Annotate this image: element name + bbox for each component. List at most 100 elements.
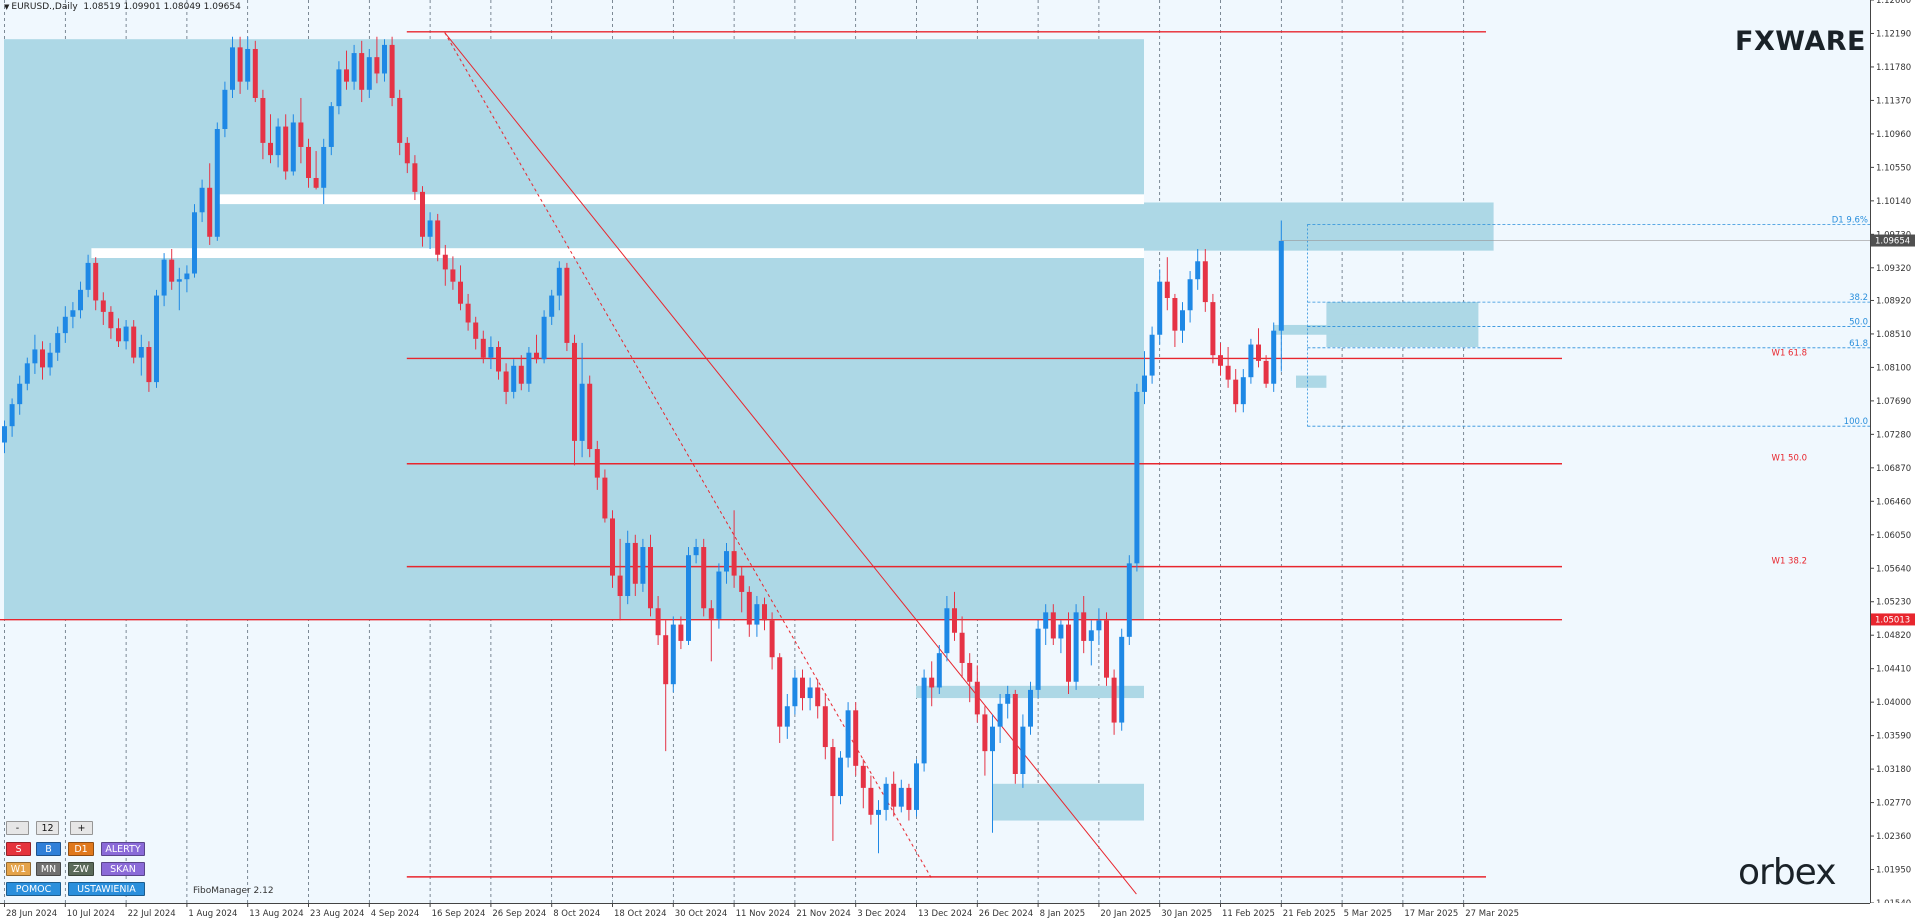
candle-body [769, 620, 775, 658]
candle-body [458, 281, 463, 304]
fib-label: D1 9.6% [1832, 216, 1868, 226]
candle [78, 281, 83, 319]
time-axis: 28 Jun 2024 10 Jul 2024 22 Jul 2024 1 Aug 2… [0, 903, 1915, 921]
zone-rect [1273, 324, 1365, 335]
candle-body [397, 97, 403, 143]
candle [602, 469, 608, 523]
candle-body [450, 269, 456, 282]
candle-body [382, 44, 387, 74]
time-tick-label: 28 Jun 2024 [6, 909, 57, 919]
candle-body [1278, 240, 1284, 331]
time-tick-label: 22 Jul 2024 [128, 909, 176, 919]
increase-button[interactable]: + [70, 821, 93, 835]
candle [959, 616, 965, 678]
candle-body [207, 187, 213, 237]
collapse-triangle-icon[interactable]: ▼ [4, 3, 10, 11]
pomoc-button[interactable]: POMOC [6, 882, 61, 896]
candle-body [199, 187, 205, 213]
candle [1043, 604, 1049, 645]
candle [169, 249, 175, 290]
candle-body [800, 677, 805, 699]
candle [374, 36, 380, 84]
candle-body [17, 383, 23, 405]
candle-body [807, 687, 813, 699]
candle-body [374, 57, 380, 74]
candle-body [313, 177, 319, 188]
time-tick-label: 8 Jan 2025 [1040, 909, 1086, 919]
candle [328, 102, 334, 156]
ustawienia-button[interactable]: USTAWIENIA [68, 882, 145, 896]
fxware-logo: FXWARE [1735, 26, 1866, 57]
candle [1195, 249, 1201, 290]
candle [906, 783, 912, 821]
candle [123, 320, 129, 350]
mn-button[interactable]: MN [36, 862, 61, 876]
candle-body [587, 383, 593, 450]
price-tick-label: 1.04820 [1876, 631, 1911, 641]
candle-body [359, 53, 365, 90]
candle [701, 538, 707, 617]
candle [898, 779, 904, 813]
candle [116, 318, 121, 347]
candle-body [777, 657, 783, 727]
fib-label: 100.0 [1844, 417, 1868, 427]
candle-body [1202, 261, 1208, 303]
candle-body [701, 547, 707, 609]
price-tick-label: 1.02770 [1876, 799, 1911, 809]
buy-button[interactable]: B [36, 842, 61, 856]
count-field[interactable]: 12 [36, 821, 59, 835]
skan-button[interactable]: SKAN [101, 862, 145, 876]
candle [62, 306, 68, 343]
candle [784, 693, 790, 739]
price-tick-label: 1.07690 [1876, 397, 1911, 407]
candle [268, 114, 273, 164]
zw-button[interactable]: ZW [68, 862, 94, 876]
candle [2, 420, 7, 454]
candle [556, 261, 562, 311]
candle-body [853, 710, 859, 766]
candle-body [1005, 693, 1011, 704]
candle-body [1271, 330, 1277, 384]
candle [594, 440, 600, 490]
candle [731, 510, 737, 588]
candle-body [602, 477, 608, 519]
candle-body [997, 703, 1003, 727]
candle [1126, 555, 1132, 645]
fib-label: 38.2 [1849, 293, 1868, 303]
candle [746, 586, 752, 637]
candle-body [328, 106, 334, 147]
alerty-button[interactable]: ALERTY [101, 842, 145, 856]
candle-body [268, 142, 273, 156]
candle-body [1096, 620, 1102, 631]
candle-body [845, 710, 851, 758]
candle [822, 693, 828, 760]
candle [9, 398, 15, 437]
time-tick-label: 17 Mar 2025 [1404, 909, 1458, 919]
candle-body [594, 449, 600, 478]
candle [967, 653, 973, 703]
zone-rect [1144, 202, 1494, 251]
candle [32, 334, 38, 374]
candle-body [708, 608, 714, 619]
w1-button[interactable]: W1 [6, 862, 31, 876]
candle [518, 355, 524, 391]
time-tick-label: 11 Feb 2025 [1222, 909, 1275, 919]
decrease-button[interactable]: - [6, 821, 29, 835]
candle [990, 714, 995, 833]
candle [762, 597, 767, 631]
candle-body [146, 346, 152, 383]
price-tick-label: 1.08510 [1876, 330, 1911, 340]
candle [1172, 293, 1178, 347]
d1-button[interactable]: D1 [68, 842, 94, 856]
candle-body [32, 349, 38, 364]
candle [321, 138, 327, 205]
time-tick-label: 3 Dec 2024 [857, 909, 906, 919]
candle [769, 612, 775, 670]
candle [1028, 681, 1033, 735]
sell-button[interactable]: S [6, 842, 31, 856]
candle-body [1195, 261, 1201, 280]
candle [306, 138, 311, 188]
price-tick-label: 1.08100 [1876, 363, 1911, 373]
